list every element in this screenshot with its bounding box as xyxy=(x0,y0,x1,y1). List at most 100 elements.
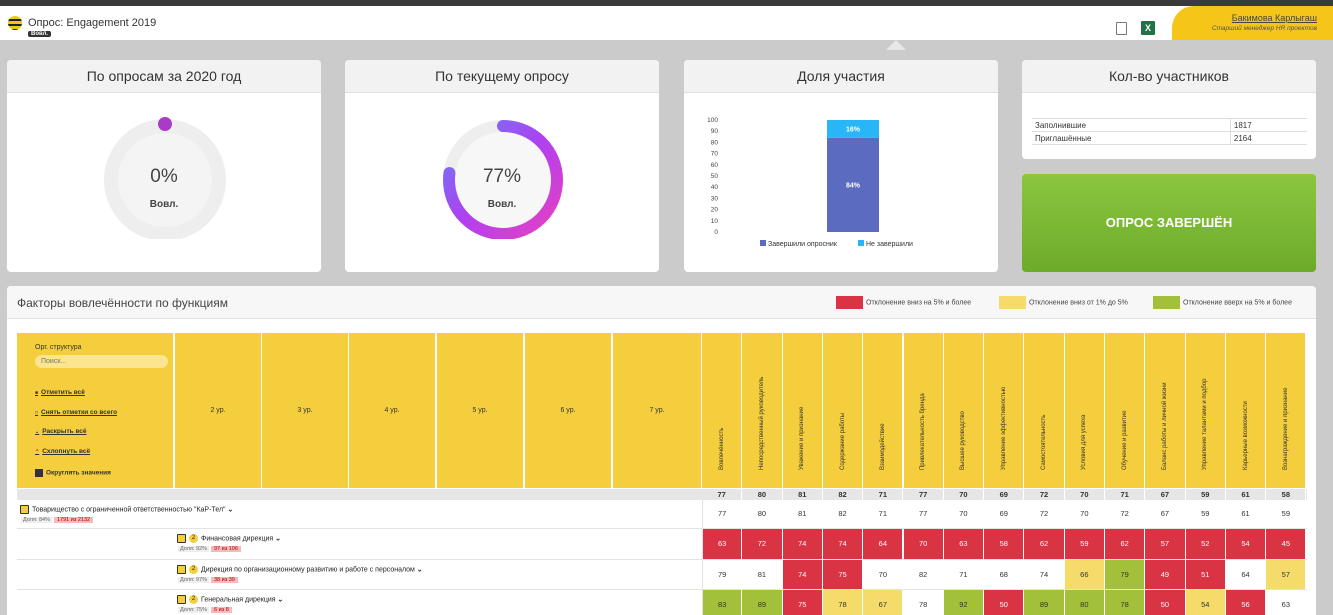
card-year: По опросам за 2020 год 0% Вовл. xyxy=(7,60,321,272)
collapse-all-link[interactable]: ⌃ Схлопнуть всё xyxy=(35,448,91,455)
factor-header[interactable]: Управление эффективностью xyxy=(984,333,1025,488)
deselect-all-link[interactable]: □ Снять отметки со всего xyxy=(35,409,118,416)
table-cell: 50 xyxy=(984,590,1025,615)
clipboard-icon[interactable] xyxy=(1116,22,1127,35)
row-name[interactable]: Финансовая дирекция xyxy=(201,535,276,543)
ring-current-label: Вовл. xyxy=(487,199,517,210)
level-label: 6 ур. xyxy=(560,407,576,414)
table-cell: 68 xyxy=(984,560,1025,589)
level-label: 3 ур. xyxy=(297,407,313,414)
level-label: 7 ур. xyxy=(649,407,665,414)
select-all-link[interactable]: ■ Отметить всё xyxy=(35,389,85,396)
table-row-label[interactable]: Товарищество с ограниченной ответственно… xyxy=(20,505,233,514)
table-cell: 45 xyxy=(1266,529,1307,559)
share-badge: Доля: 84% xyxy=(21,517,52,523)
factor-header[interactable]: Управление талантами и подбор xyxy=(1185,333,1226,488)
table-cell: 74 xyxy=(782,560,823,589)
average-cell: 71 xyxy=(1105,489,1146,500)
table-cell: 81 xyxy=(782,500,823,528)
table-row-label[interactable]: 2 Финансовая дирекция ⌄ xyxy=(177,534,281,543)
table-cell: 89 xyxy=(1024,590,1065,615)
survey-title: Опрос: Engagement 2019 xyxy=(28,17,157,29)
factor-header[interactable]: Привлекательность бренда xyxy=(903,333,944,488)
row-name[interactable]: Дирекция по организационному развитию и … xyxy=(201,566,417,574)
factor-header[interactable]: Уважение и признание xyxy=(782,333,823,488)
average-row xyxy=(17,489,1307,500)
table-cell: 67 xyxy=(863,590,904,615)
level-header: 7 ур. xyxy=(613,333,702,488)
table-cell: 67 xyxy=(1145,500,1186,528)
factor-label: Условия для успеха xyxy=(1081,414,1088,470)
legend-red: Отклонение вниз на 5% и более xyxy=(836,296,971,309)
chevron-down-icon[interactable]: ⌄ xyxy=(227,506,234,514)
table-cell: 63 xyxy=(702,529,743,559)
average-cell: 58 xyxy=(1266,489,1307,500)
card-count-title: Кол-во участников xyxy=(1022,60,1316,93)
round-values-checkbox[interactable]: Округлять значения xyxy=(35,469,111,477)
chevron-down-icon[interactable]: ⌄ xyxy=(277,596,284,604)
row-share-info: Доля: 75% 6 из 8 xyxy=(178,606,232,613)
table-cell: 70 xyxy=(943,500,985,528)
factor-header[interactable]: Карьерные возможности xyxy=(1225,333,1267,488)
top-strip xyxy=(0,0,1333,6)
org-search-input[interactable] xyxy=(35,355,168,368)
row-name[interactable]: Товарищество с ограниченной ответственно… xyxy=(32,506,228,514)
level-label: 4 ур. xyxy=(384,407,400,414)
average-cell: 70 xyxy=(943,489,985,500)
excel-icon[interactable]: X xyxy=(1141,21,1155,35)
factor-header[interactable]: Вознаграждение и признание xyxy=(1266,333,1307,488)
table-cell: 49 xyxy=(1145,560,1186,589)
average-cell: 72 xyxy=(1024,489,1065,500)
factor-header[interactable]: Непосредственный руководитель xyxy=(742,333,783,488)
level-badge: 2 xyxy=(189,565,198,574)
row-divider xyxy=(17,528,1307,529)
user-panel[interactable]: Бакимова Карлыгаш Старший менеджер HR пр… xyxy=(1172,6,1333,40)
expand-toggle-icon[interactable] xyxy=(20,505,29,514)
y-tick-label: 70 xyxy=(711,151,719,158)
factor-header[interactable]: Высшее руководство xyxy=(943,333,985,488)
y-tick-label: 20 xyxy=(711,207,719,214)
factor-header[interactable]: Взаимодействие xyxy=(863,333,904,488)
table-row-label[interactable]: 2 Генеральная дирекция ⌄ xyxy=(177,595,283,604)
table-cell: 78 xyxy=(903,590,944,615)
y-tick-label: 50 xyxy=(711,173,719,180)
factor-header[interactable]: Обучение и развитие xyxy=(1105,333,1146,488)
factor-header[interactable]: Баланс работы и личной жизни xyxy=(1145,333,1186,488)
app-header: Опрос: Engagement 2019 Вовл. X xyxy=(0,6,1333,40)
participants-row: Приглашённые 2164 xyxy=(1032,131,1307,145)
ring-year-progress xyxy=(158,117,172,131)
y-tick-label: 90 xyxy=(711,128,719,135)
factor-header[interactable]: Содержание работы xyxy=(822,333,864,488)
y-tick-label: 100 xyxy=(707,117,718,124)
factor-label: Содержание работы xyxy=(839,412,846,470)
table-cell: 82 xyxy=(822,500,864,528)
y-tick-label: 40 xyxy=(711,184,719,191)
survey-completed-button[interactable]: ОПРОС ЗАВЕРШЁН xyxy=(1022,174,1316,272)
chevron-down-icon[interactable]: ⌄ xyxy=(275,535,281,543)
table-row-label[interactable]: 2 Дирекция по организационному развитию и… xyxy=(177,565,423,574)
bar-segment-0 xyxy=(827,137,879,232)
invited-label: Приглашённые xyxy=(1032,131,1231,145)
factor-header[interactable]: Вовлечённость xyxy=(702,333,743,488)
table-cell: 75 xyxy=(822,560,864,589)
expand-toggle-icon[interactable] xyxy=(177,595,186,604)
average-cell: 81 xyxy=(782,489,823,500)
chevron-down-icon[interactable]: ⌄ xyxy=(416,566,423,574)
table-cell: 66 xyxy=(1064,560,1105,589)
user-name[interactable]: Бакимова Карлыгаш xyxy=(1231,13,1317,23)
table-cell: 78 xyxy=(822,590,864,615)
level-label: 2 ур. xyxy=(210,407,226,414)
factor-header[interactable]: Условия для успеха xyxy=(1064,333,1105,488)
factor-label: Обучение и развитие xyxy=(1121,410,1128,470)
factor-header[interactable]: Самостоятельность xyxy=(1024,333,1065,488)
table-cell: 58 xyxy=(984,529,1025,559)
table-cell: 72 xyxy=(742,529,783,559)
expand-toggle-icon[interactable] xyxy=(177,534,186,543)
y-tick-label: 60 xyxy=(711,162,719,169)
factor-label: Самостоятельность xyxy=(1041,414,1048,470)
expand-toggle-icon[interactable] xyxy=(177,565,186,574)
legend-entry: Завершили опросник xyxy=(768,241,838,248)
level-header: 4 ур. xyxy=(349,333,436,488)
expand-all-link[interactable]: ⌄ Раскрыть всё xyxy=(35,428,87,435)
row-name[interactable]: Генеральная дирекция xyxy=(201,596,278,604)
